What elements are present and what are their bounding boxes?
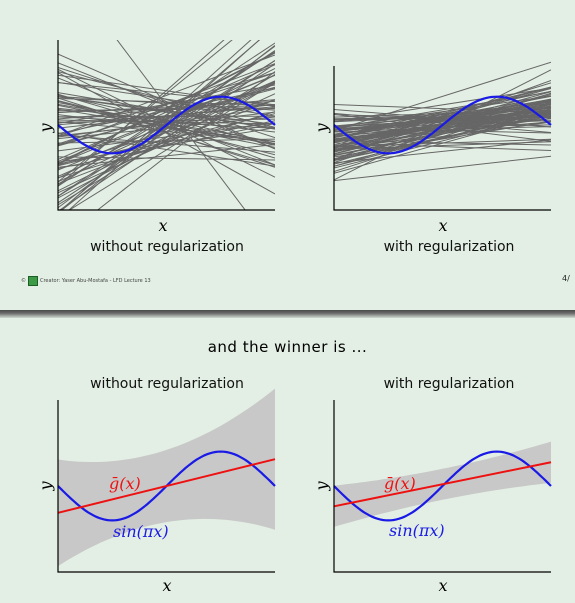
gbar-label: ḡ(x) <box>109 474 141 493</box>
sine-label: sin(πx) <box>389 521 445 540</box>
y-axis-label: y <box>36 481 55 492</box>
plot-with-regularization-variance: ḡ(x) sin(πx) x y <box>321 398 556 603</box>
slide-title: and the winner is ... <box>0 338 575 356</box>
x-axis-label: x <box>158 216 167 235</box>
y-axis-label: y <box>312 481 331 492</box>
y-axis-label: y <box>36 123 55 134</box>
gbar-label: ḡ(x) <box>384 474 416 493</box>
footer-credit: Creator: Yaser Abu-Mostafa - LFD Lecture… <box>40 278 151 284</box>
x-axis-label: x <box>438 576 447 595</box>
hypothesis-lines <box>334 62 551 180</box>
x-axis-label: x <box>438 216 447 235</box>
slide-footer: © Creator: Yaser Abu-Mostafa - LFD Lectu… <box>21 276 151 286</box>
copyright-symbol: © <box>21 278 26 284</box>
plot-without-regularization-fits: x y <box>45 38 280 233</box>
sine-label: sin(πx) <box>113 522 169 541</box>
caltech-logo-icon <box>28 276 38 286</box>
slide-winner: and the winner is ... without regulariza… <box>0 318 575 603</box>
caption-without-regularization: without regularization <box>47 239 287 255</box>
plot-with-regularization-fits: x y <box>321 38 556 233</box>
caption-without-regularization: without regularization <box>47 376 287 392</box>
plot-without-regularization-variance: ḡ(x) sin(πx) x y <box>45 398 280 603</box>
slide-divider <box>0 310 575 318</box>
y-axis-label: y <box>312 123 331 134</box>
page-number: 4/ <box>562 274 570 283</box>
caption-with-regularization: with regularization <box>329 239 569 255</box>
slide-fits: x y without regularization x y with regu… <box>0 0 575 310</box>
caption-with-regularization: with regularization <box>329 376 569 392</box>
x-axis-label: x <box>162 576 171 595</box>
